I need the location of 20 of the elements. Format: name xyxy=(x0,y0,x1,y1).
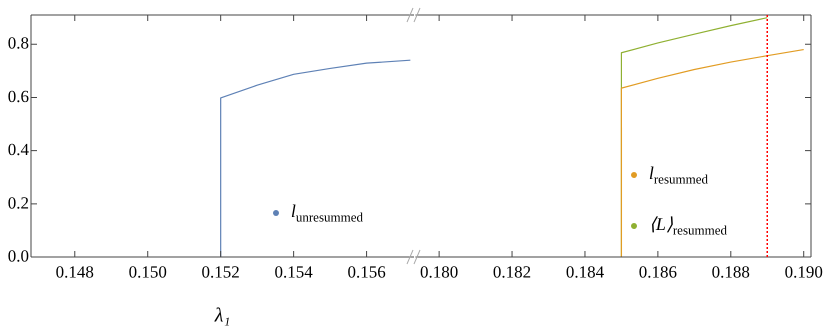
x-tick-label: 0.190 xyxy=(784,262,823,282)
y-tick-label: 0.0 xyxy=(8,246,29,266)
x-tick-label: 0.156 xyxy=(347,262,386,282)
y-tick-label: 0.2 xyxy=(8,193,29,212)
x-tick-label: 0.152 xyxy=(202,262,240,282)
x-tick-label: 0.180 xyxy=(420,262,458,282)
legend-label: ⟨L⟩$_{resummed}$ xyxy=(648,214,727,238)
x-tick-label: 0.148 xyxy=(56,262,94,282)
x-tick-label: 0.182 xyxy=(492,262,532,282)
y-tick-label: 0.4 xyxy=(8,140,30,160)
x-tick-label: 0.188 xyxy=(712,262,750,282)
x-tick-label: 0.184 xyxy=(566,262,605,282)
x-axis-title: λ₁ xyxy=(214,304,230,326)
x-tick-label: 0.186 xyxy=(638,262,677,282)
legend-label: l$_{unresummed}$ xyxy=(290,201,363,225)
x-tick-label: 0.150 xyxy=(128,262,167,282)
y-tick-label: 0.6 xyxy=(8,86,29,106)
legend-label: l$_{resummed}$ xyxy=(648,162,708,186)
x-tick-label: 0.154 xyxy=(274,262,314,282)
y-tick-label: 0.8 xyxy=(8,34,29,53)
